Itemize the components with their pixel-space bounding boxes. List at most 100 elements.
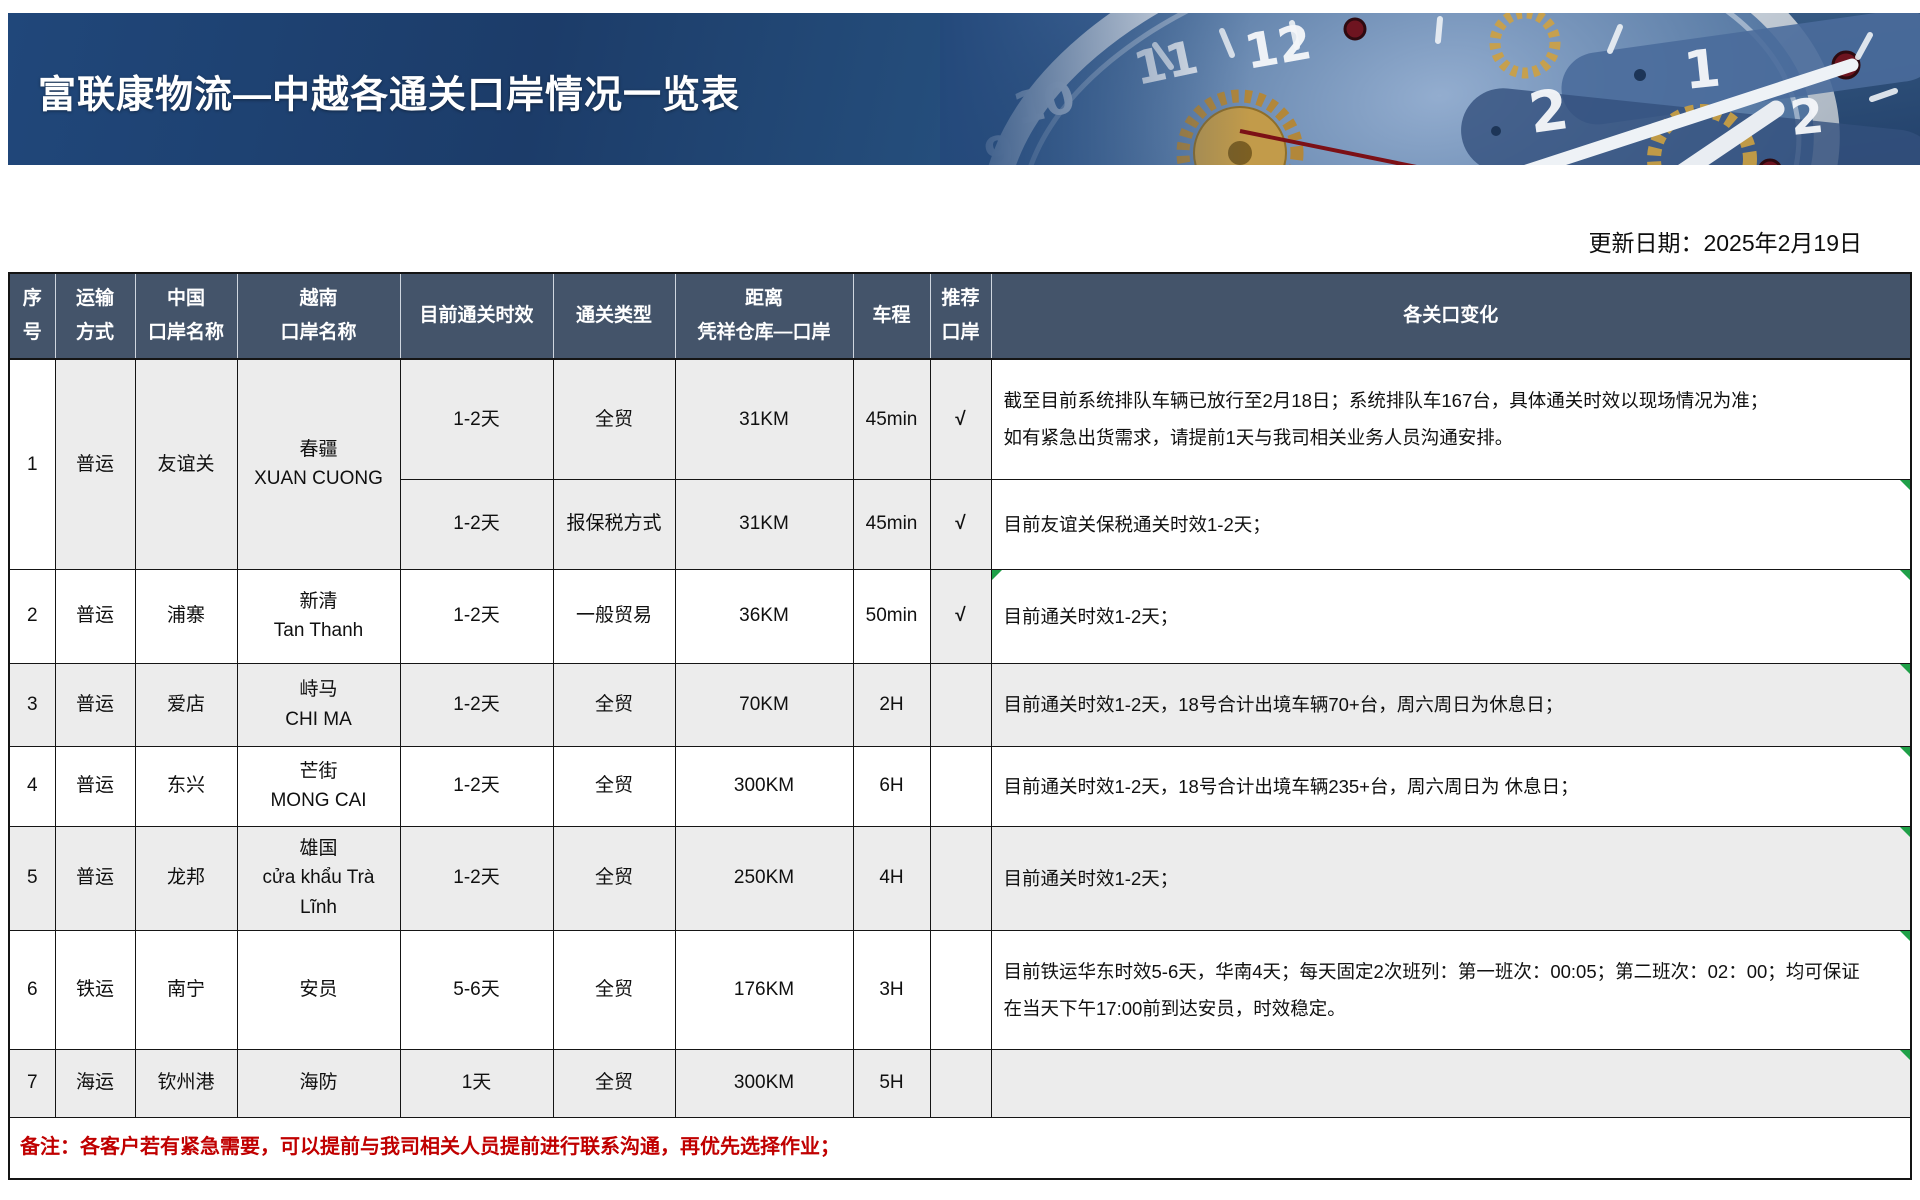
cell-clearance-time: 1-2天 [399, 745, 554, 827]
cell-transport: 铁运 [54, 929, 136, 1050]
cell-cn-port: 钦州港 [134, 1048, 238, 1118]
port-changes-text: 目前通关时效1-2天，18号合计出境车辆70+台，周六周日为休息日； [1003, 694, 1564, 715]
cell-distance: 300KM [674, 1048, 854, 1118]
cell-recommended-check [929, 929, 992, 1050]
cell-distance: 36KM [674, 568, 854, 664]
cell-drive-time: 2H [852, 662, 931, 747]
col-header-transport: 运输 方式 [54, 272, 136, 360]
cell-transport: 普运 [54, 745, 136, 827]
cell-cn-port: 浦寨 [134, 568, 238, 664]
comment-marker-icon [1900, 827, 1910, 837]
svg-text:2: 2 [1787, 88, 1826, 147]
cell-recommended-check: √ [929, 478, 992, 570]
col-header-vn-port: 越南 口岸名称 [236, 272, 401, 360]
svg-text:1: 1 [1681, 38, 1723, 101]
cell-transport: 普运 [54, 568, 136, 664]
footnote-text: 备注：各客户若有紧急需要，可以提前与我司相关人员提前进行联系沟通，再优先选择作业… [8, 1116, 1912, 1180]
cell-drive-time: 6H [852, 745, 931, 827]
svg-text:12: 12 [1240, 14, 1316, 81]
table-row: 6 铁运 南宁 安员 5-6天 全贸 176KM 3H 目前铁运华东时效5-6天… [8, 929, 1912, 1050]
cell-seq: 6 [8, 929, 56, 1050]
cell-recommended-check: √ [929, 358, 992, 480]
cell-drive-time: 4H [852, 825, 931, 931]
cell-vn-port: 芒街 MONG CAI [236, 745, 401, 827]
cell-port-changes: 目前通关时效1-2天； [990, 568, 1912, 664]
cell-clearance-time: 1-2天 [399, 478, 554, 570]
cell-cn-port: 东兴 [134, 745, 238, 827]
cell-port-changes: 目前通关时效1-2天，18号合计出境车辆235+台，周六周日为 休息日； [990, 745, 1912, 827]
cell-port-changes: 目前友谊关保税通关时效1-2天； [990, 478, 1912, 570]
title-banner: 富联康物流—中越各通关口岸情况一览表 [8, 13, 1920, 165]
cell-seq: 1 [8, 358, 56, 570]
cell-cn-port: 龙邦 [134, 825, 238, 931]
cell-port-changes: 截至目前系统排队车辆已放行至2月18日；系统排队车167台，具体通关时效以现场情… [990, 358, 1912, 480]
col-header-cn-port: 中国 口岸名称 [134, 272, 238, 360]
cell-clearance-type: 报保税方式 [552, 478, 676, 570]
comment-marker-icon [1900, 747, 1910, 757]
cell-distance: 300KM [674, 745, 854, 827]
cell-clearance-type: 全贸 [552, 825, 676, 931]
cell-seq: 7 [8, 1048, 56, 1118]
cell-clearance-time: 1-2天 [399, 825, 554, 931]
cell-clearance-time: 1-2天 [399, 662, 554, 747]
cell-clearance-time: 5-6天 [399, 929, 554, 1050]
cell-transport: 海运 [54, 1048, 136, 1118]
page-title: 富联康物流—中越各通关口岸情况一览表 [38, 74, 741, 117]
port-changes-text: 目前通关时效1-2天； [1003, 605, 1179, 627]
cell-seq: 4 [8, 745, 56, 827]
header-row: 序 号 运输 方式 中国 口岸名称 越南 口岸名称 目前通关时效 通关类型 距离… [8, 272, 1912, 360]
cell-port-changes: 目前铁运华东时效5-6天，华南4天；每天固定2次班列：第一班次：00:05；第二… [990, 929, 1912, 1050]
cell-vn-port: 峙马 CHI MA [236, 662, 401, 747]
footnote-row: 备注：各客户若有紧急需要，可以提前与我司相关人员提前进行联系沟通，再优先选择作业… [8, 1116, 1912, 1180]
cell-recommended-check [929, 662, 992, 747]
cell-clearance-type: 全贸 [552, 1048, 676, 1118]
table-row: 4 普运 东兴 芒街 MONG CAI 1-2天 全贸 300KM 6H 目前通… [8, 745, 1912, 827]
cell-recommended-check [929, 745, 992, 827]
cell-transport: 普运 [54, 825, 136, 931]
table-row: 5 普运 龙邦 雄国 cửa khẩu Trà Lĩnh 1-2天 全贸 250… [8, 825, 1912, 931]
table-row: 1 普运 友谊关 春疆 XUAN CUONG 1-2天 全贸 31KM 45mi… [8, 358, 1912, 570]
port-changes-text: 截至目前系统排队车辆已放行至2月18日；系统排队车167台，具体通关时效以现场情… [1003, 390, 1769, 449]
cell-drive-time: 50min [852, 568, 931, 664]
cell-vn-port: 新清 Tan Thanh [236, 568, 401, 664]
port-changes-text: 目前通关时效1-2天； [1003, 867, 1179, 889]
cell-distance: 31KM [674, 358, 854, 480]
cell-clearance-type: 全贸 [552, 358, 676, 480]
cell-cn-port: 友谊关 [134, 358, 238, 570]
cell-clearance-type: 一般贸易 [552, 568, 676, 664]
cell-clearance-time: 1-2天 [399, 568, 554, 664]
comment-marker-icon [1900, 931, 1910, 941]
cell-drive-time: 45min [852, 358, 931, 480]
cell-clearance-type: 全贸 [552, 662, 676, 747]
cell-drive-time: 5H [852, 1048, 931, 1118]
cell-clearance-time: 1-2天 [399, 358, 554, 480]
cell-vn-port: 安员 [236, 929, 401, 1050]
cell-distance: 70KM [674, 662, 854, 747]
cell-recommended-check: √ [929, 568, 992, 664]
cell-clearance-type: 全贸 [552, 929, 676, 1050]
cell-transport: 普运 [54, 662, 136, 747]
cell-seq: 3 [8, 662, 56, 747]
table-row: 7 海运 钦州港 海防 1天 全贸 300KM 5H [8, 1048, 1912, 1118]
table-row: 3 普运 爱店 峙马 CHI MA 1-2天 全贸 70KM 2H 目前通关时效… [8, 662, 1912, 747]
svg-text:2: 2 [1525, 77, 1573, 147]
port-changes-text: 目前友谊关保税通关时效1-2天； [1003, 513, 1271, 535]
col-header-port-changes: 各关口变化 [990, 272, 1912, 360]
cell-drive-time: 45min [852, 478, 931, 570]
comment-marker-icon [1900, 664, 1910, 674]
table-row: 1-2天 报保税方式 31KM 45min √ 目前友谊关保税通关时效1-2天； [9, 478, 1912, 570]
comment-marker-icon [1900, 1050, 1910, 1060]
col-header-clearance-type: 通关类型 [552, 272, 676, 360]
cell-distance: 176KM [674, 929, 854, 1050]
cell-distance: 31KM [674, 478, 854, 570]
table-row: 2 普运 浦寨 新清 Tan Thanh 1-2天 一般贸易 36KM 50mi… [8, 568, 1912, 664]
cell-recommended-check [929, 1048, 992, 1118]
comment-marker-icon [1900, 480, 1910, 490]
cell-distance: 250KM [674, 825, 854, 931]
cell-recommended-check [929, 825, 992, 931]
cell-clearance-type: 全贸 [552, 745, 676, 827]
update-date: 更新日期：2025年2月19日 [1588, 230, 1862, 256]
ports-overview-table: 序 号 运输 方式 中国 口岸名称 越南 口岸名称 目前通关时效 通关类型 距离… [8, 272, 1912, 1180]
cell-port-changes: 目前通关时效1-2天，18号合计出境车辆70+台，周六周日为休息日； [990, 662, 1912, 747]
col-header-clearance-time: 目前通关时效 [399, 272, 554, 360]
